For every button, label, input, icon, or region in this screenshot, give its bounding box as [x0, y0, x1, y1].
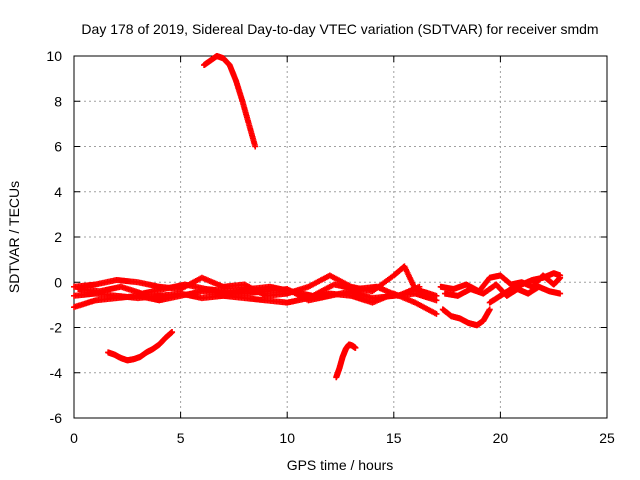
y-tick-label: 8	[54, 93, 62, 109]
chart-title: Day 178 of 2019, Sidereal Day-to-day VTE…	[81, 21, 598, 37]
data-point	[352, 344, 359, 351]
data-point	[486, 306, 493, 313]
series-band-D	[71, 286, 440, 311]
tick-labels: 0 5 10 15 20 25 -6 -4 -2 0 2 4 6 8 10	[46, 48, 615, 446]
data-point	[557, 272, 564, 279]
data-point	[416, 283, 423, 290]
y-tick-label: 2	[54, 229, 62, 245]
series-late-band-C	[486, 270, 564, 306]
x-tick-label: 0	[70, 430, 78, 446]
y-tick-label: 4	[54, 184, 62, 200]
data-point	[252, 143, 259, 150]
y-tick-label: 6	[54, 139, 62, 155]
series-late-dip	[439, 306, 493, 329]
y-tick-label: -2	[50, 320, 63, 336]
y-tick-label: 10	[46, 48, 62, 64]
series-low-arc-midday	[333, 341, 359, 381]
x-tick-label: 5	[177, 430, 185, 446]
x-axis-label: GPS time / hours	[287, 457, 394, 473]
y-tick-label: -4	[50, 365, 63, 381]
series-low-arc-early	[105, 329, 176, 364]
x-tick-label: 20	[493, 430, 509, 446]
data-point	[433, 297, 440, 304]
data-point	[557, 290, 564, 297]
data-points	[71, 53, 564, 381]
data-point	[169, 329, 176, 336]
y-tick-label: -6	[50, 410, 63, 426]
data-point	[433, 310, 440, 317]
axis-ticks	[73, 55, 608, 419]
x-tick-label: 25	[599, 430, 615, 446]
y-tick-label: 0	[54, 274, 62, 290]
x-tick-label: 15	[386, 430, 402, 446]
y-axis-label: SDTVAR / TECUs	[6, 181, 22, 293]
x-tick-label: 10	[279, 430, 295, 446]
series-high-arc	[201, 53, 259, 150]
series-late-band-B	[441, 281, 564, 299]
